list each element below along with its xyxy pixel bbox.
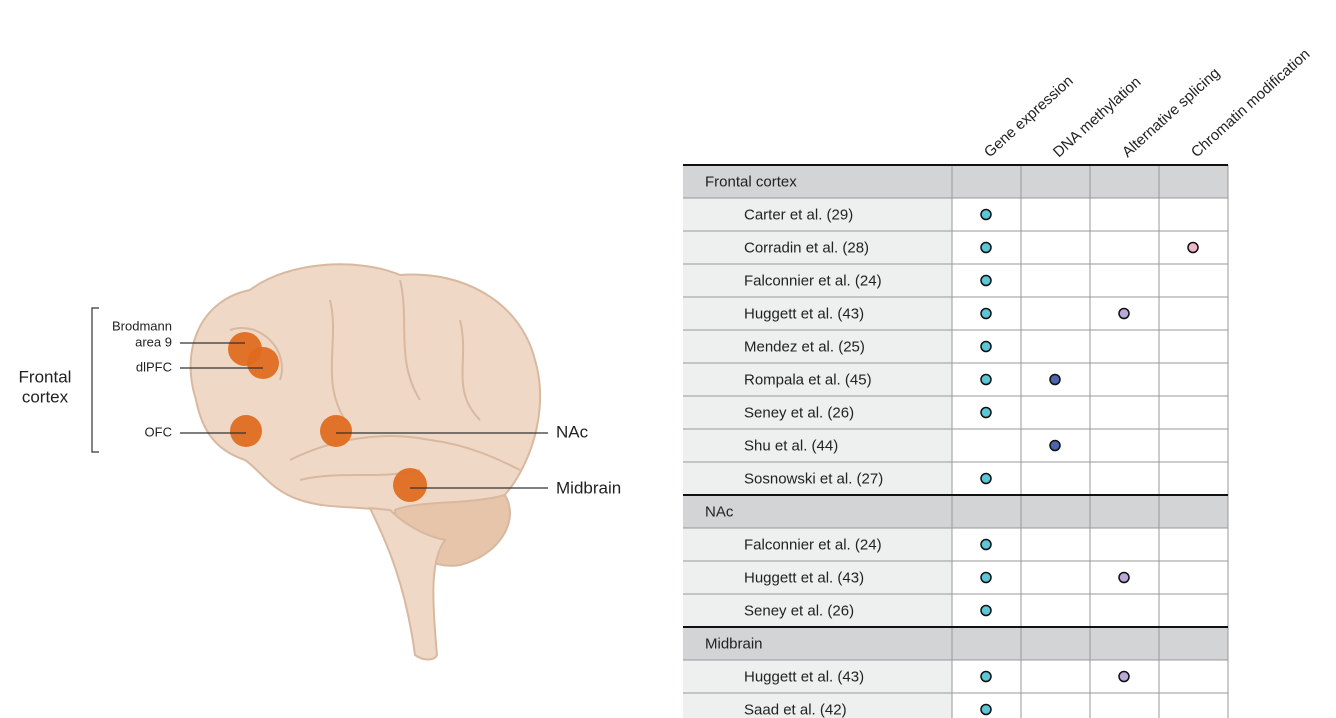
group-name: Midbrain [705, 635, 763, 652]
study-name: Saad et al. (42) [744, 701, 847, 718]
region-label: NAc [556, 422, 589, 441]
group-label: Frontal [19, 367, 72, 386]
method-dot [1050, 441, 1060, 451]
method-dot [981, 573, 991, 583]
method-dot [981, 408, 991, 418]
method-dot [981, 705, 991, 715]
brain-illustration: Brodmann area 9 dlPFC OFC NAc Midbrain F… [19, 264, 622, 659]
region-label: OFC [145, 424, 172, 439]
method-dot [981, 309, 991, 319]
study-name: Rompala et al. (45) [744, 371, 872, 388]
method-dot [1119, 672, 1129, 682]
study-name: Seney et al. (26) [744, 404, 854, 421]
method-dot [1050, 375, 1060, 385]
study-name: Falconnier et al. (24) [744, 536, 882, 553]
method-dot [981, 672, 991, 682]
group-name: NAc [705, 503, 734, 520]
method-dot [1119, 309, 1129, 319]
region-label: Brodmann [112, 318, 172, 333]
group-name: Frontal cortex [705, 173, 797, 190]
column-header: Chromatin modification [1188, 46, 1313, 161]
method-dot [1119, 573, 1129, 583]
study-name: Sosnowski et al. (27) [744, 470, 883, 487]
method-dot [981, 210, 991, 220]
brain-cerebrum [191, 264, 541, 518]
region-dot [247, 347, 279, 379]
study-name: Huggett et al. (43) [744, 569, 864, 586]
group-label: cortex [22, 387, 69, 406]
region-dot [320, 415, 352, 447]
region-dot [393, 468, 427, 502]
figure: Brodmann area 9 dlPFC OFC NAc Midbrain F… [0, 0, 1336, 718]
group-row [683, 627, 1228, 660]
study-name: Shu et al. (44) [744, 437, 838, 454]
study-name: Seney et al. (26) [744, 602, 854, 619]
method-dot [981, 342, 991, 352]
study-name: Corradin et al. (28) [744, 239, 869, 256]
region-dot [230, 415, 262, 447]
region-label: area 9 [135, 334, 172, 349]
study-name: Mendez et al. (25) [744, 338, 865, 355]
method-dot [981, 540, 991, 550]
method-dot [981, 375, 991, 385]
method-dot [981, 474, 991, 484]
method-dot [981, 276, 991, 286]
method-dot [1188, 243, 1198, 253]
method-dot [981, 243, 991, 253]
region-label: Midbrain [556, 478, 621, 497]
region-label: dlPFC [136, 359, 172, 374]
group-row [683, 495, 1228, 528]
study-name: Huggett et al. (43) [744, 305, 864, 322]
study-name: Carter et al. (29) [744, 206, 853, 223]
bracket [92, 308, 99, 452]
study-name: Huggett et al. (43) [744, 668, 864, 685]
study-name: Falconnier et al. (24) [744, 272, 882, 289]
method-dot [981, 606, 991, 616]
